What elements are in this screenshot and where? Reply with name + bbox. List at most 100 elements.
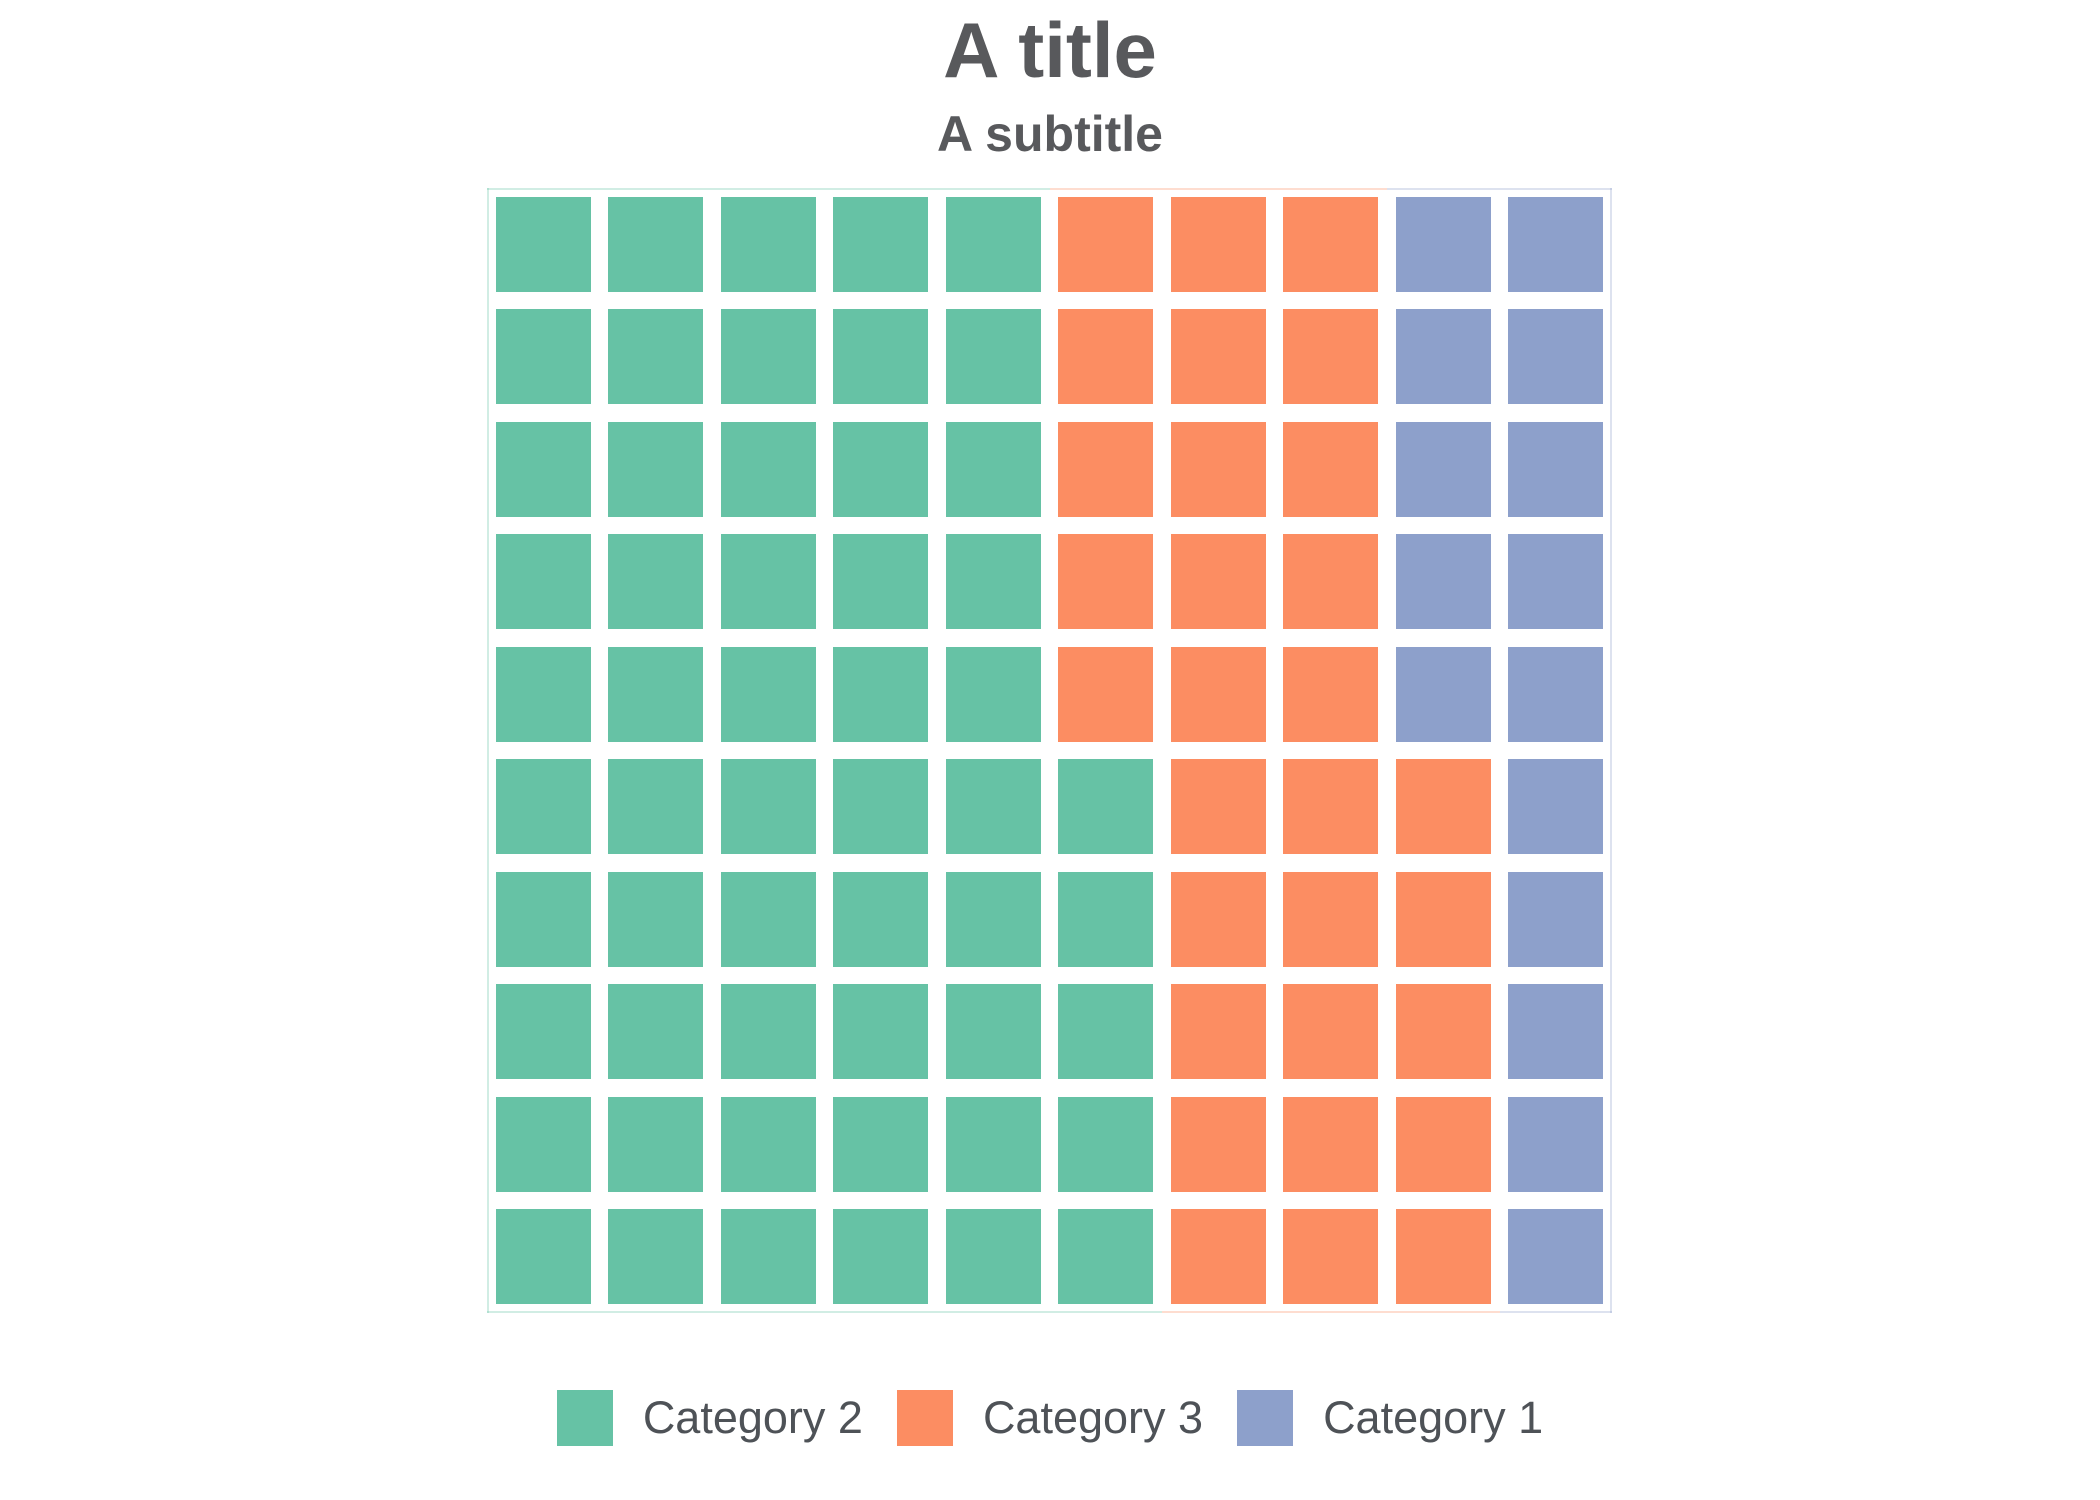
waffle-cell <box>487 638 600 751</box>
waffle-cell <box>1387 1088 1500 1201</box>
waffle-cell <box>1387 1201 1500 1314</box>
waffle-cell <box>1500 1088 1613 1201</box>
waffle-cell <box>1387 301 1500 414</box>
waffle-square-category-2 <box>608 984 704 1080</box>
legend-item-category-1[interactable]: Category 1 <box>1237 1390 1543 1446</box>
waffle-square-category-3 <box>1395 1209 1491 1305</box>
waffle-cell <box>1050 301 1163 414</box>
waffle-square-category-1 <box>1508 421 1604 517</box>
waffle-cell <box>1387 638 1500 751</box>
waffle-cell <box>712 413 825 526</box>
waffle-square-category-3 <box>1283 534 1379 630</box>
waffle-square-category-2 <box>720 1096 816 1192</box>
waffle-cell <box>712 863 825 976</box>
waffle-square-category-1 <box>1395 309 1491 405</box>
waffle-square-category-3 <box>1395 984 1491 1080</box>
waffle-square-category-2 <box>945 1209 1041 1305</box>
waffle-square-category-2 <box>495 421 591 517</box>
waffle-square-category-2 <box>833 646 929 742</box>
waffle-square-category-2 <box>608 1209 704 1305</box>
waffle-cell <box>1500 638 1613 751</box>
waffle-cell <box>600 188 713 301</box>
waffle-square-category-2 <box>945 534 1041 630</box>
waffle-cell <box>1162 413 1275 526</box>
waffle-cell <box>825 526 938 639</box>
waffle-square-category-3 <box>1395 871 1491 967</box>
panel-border-right <box>1610 188 1612 1313</box>
waffle-square-category-1 <box>1395 534 1491 630</box>
waffle-square-category-2 <box>945 646 1041 742</box>
waffle-square-category-2 <box>1058 1096 1154 1192</box>
waffle-cell <box>487 863 600 976</box>
waffle-square-category-2 <box>945 309 1041 405</box>
legend: Category 2 Category 3 Category 1 <box>0 1390 2100 1446</box>
waffle-cell <box>1162 751 1275 864</box>
waffle-square-category-2 <box>833 309 929 405</box>
waffle-cell <box>712 751 825 864</box>
waffle-square-category-2 <box>720 646 816 742</box>
waffle-cell <box>1387 976 1500 1089</box>
waffle-cell <box>825 188 938 301</box>
waffle-cell <box>825 638 938 751</box>
waffle-square-category-2 <box>945 759 1041 855</box>
legend-item-category-3[interactable]: Category 3 <box>896 1390 1203 1446</box>
waffle-grid <box>487 188 1612 1313</box>
waffle-square-category-2 <box>833 984 929 1080</box>
waffle-cell <box>487 751 600 864</box>
waffle-square-category-3 <box>1170 1096 1266 1192</box>
waffle-square-category-2 <box>833 534 929 630</box>
waffle-square-category-3 <box>1283 984 1379 1080</box>
waffle-square-category-2 <box>495 1096 591 1192</box>
waffle-cell <box>937 301 1050 414</box>
waffle-square-category-3 <box>1283 421 1379 517</box>
waffle-cell <box>1500 188 1613 301</box>
waffle-cell <box>1050 863 1163 976</box>
waffle-cell <box>600 638 713 751</box>
waffle-square-category-3 <box>1283 1096 1379 1192</box>
waffle-square-category-1 <box>1508 646 1604 742</box>
waffle-cell <box>1275 1201 1388 1314</box>
waffle-square-category-1 <box>1508 1096 1604 1192</box>
legend-label-category-1: Category 1 <box>1323 1392 1544 1443</box>
waffle-cell <box>1387 413 1500 526</box>
waffle-cell <box>1162 638 1275 751</box>
waffle-cell <box>1050 976 1163 1089</box>
waffle-square-category-2 <box>720 1209 816 1305</box>
waffle-square-category-2 <box>833 1209 929 1305</box>
waffle-square-category-3 <box>1170 871 1266 967</box>
waffle-square-category-3 <box>1395 1096 1491 1192</box>
waffle-cell <box>937 1088 1050 1201</box>
waffle-cell <box>600 526 713 639</box>
waffle-cell <box>712 526 825 639</box>
waffle-square-category-3 <box>1058 421 1154 517</box>
waffle-square-category-1 <box>1508 1209 1604 1305</box>
waffle-cell <box>937 751 1050 864</box>
waffle-cell <box>937 413 1050 526</box>
waffle-cell <box>1500 526 1613 639</box>
waffle-square-category-2 <box>833 759 929 855</box>
waffle-cell <box>1275 976 1388 1089</box>
waffle-cell <box>712 301 825 414</box>
waffle-cell <box>1275 526 1388 639</box>
waffle-square-category-2 <box>495 759 591 855</box>
waffle-cell <box>937 638 1050 751</box>
waffle-cell <box>712 976 825 1089</box>
waffle-cell <box>1275 1088 1388 1201</box>
waffle-cell <box>1050 188 1163 301</box>
waffle-cell <box>600 976 713 1089</box>
waffle-cell <box>1275 751 1388 864</box>
waffle-cell <box>937 976 1050 1089</box>
waffle-square-category-2 <box>1058 984 1154 1080</box>
waffle-square-category-2 <box>495 534 591 630</box>
waffle-cell <box>600 751 713 864</box>
waffle-cell <box>1162 1088 1275 1201</box>
waffle-cell <box>1162 976 1275 1089</box>
legend-item-category-2[interactable]: Category 2 <box>556 1390 863 1446</box>
waffle-cell <box>600 1201 713 1314</box>
waffle-square-category-2 <box>608 759 704 855</box>
waffle-square-category-1 <box>1508 871 1604 967</box>
waffle-square-category-1 <box>1508 984 1604 1080</box>
waffle-square-category-1 <box>1508 534 1604 630</box>
waffle-cell <box>1050 751 1163 864</box>
waffle-square-category-3 <box>1283 1209 1379 1305</box>
